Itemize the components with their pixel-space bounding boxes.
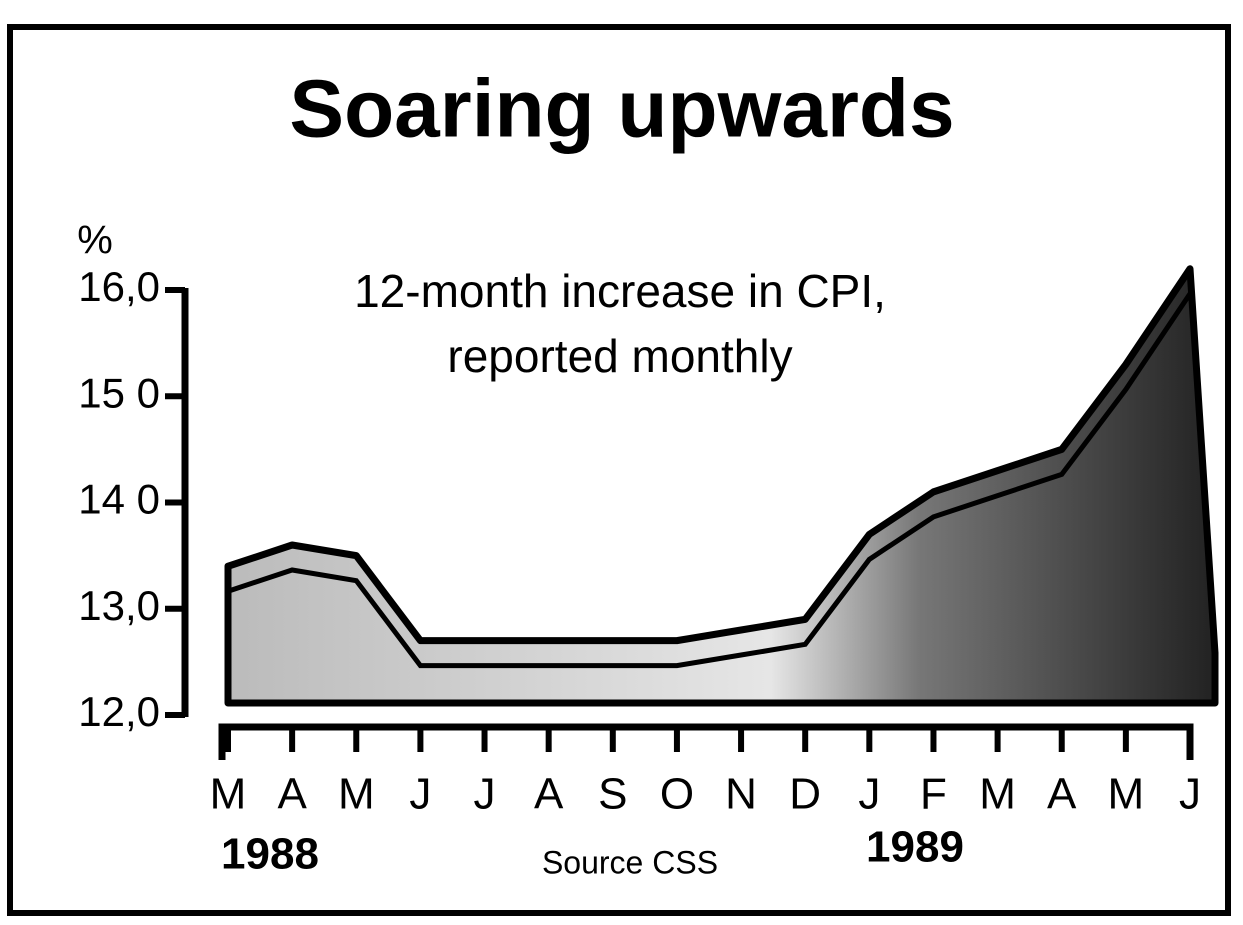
x-tick-label: J [1179,770,1201,819]
y-tick-label: 13,0 [78,582,160,629]
x-tick-label: N [725,770,757,819]
x-tick-label: J [858,770,880,819]
x-tick-label: J [409,770,431,819]
x-tick-label: A [1047,770,1077,819]
x-tick-label: M [979,770,1016,819]
y-tick-label: 16,0 [78,263,160,310]
source: Source CSS [542,844,718,880]
x-tick-label: M [1108,770,1145,819]
x-tick-label: A [277,770,307,819]
x-tick-label: J [474,770,496,819]
line [227,292,1193,669]
x-tick-label: D [789,770,821,819]
subtitle-line: reported monthly [447,330,792,382]
x-tick-label: A [534,770,564,819]
x-axis [218,723,1194,760]
year-label: 1989 [866,823,964,872]
chart-title: Soaring upwards [289,64,954,155]
x-tick-label: M [210,770,247,819]
x-tick-label: F [920,770,947,819]
year-label: 1988 [221,830,319,879]
area [224,265,1219,707]
frame [7,24,1231,916]
y-tick-label: 15 0 [78,369,160,416]
x-tick-label: O [660,770,694,819]
x-tick-label: S [598,770,627,819]
x-tick-label: M [338,770,375,819]
y-tick-label: 12,0 [78,688,160,735]
subtitle-line: 12-month increase in CPI, [354,265,886,317]
y-tick-label: 14 0 [78,476,160,523]
y-axis-label: % [77,219,113,263]
